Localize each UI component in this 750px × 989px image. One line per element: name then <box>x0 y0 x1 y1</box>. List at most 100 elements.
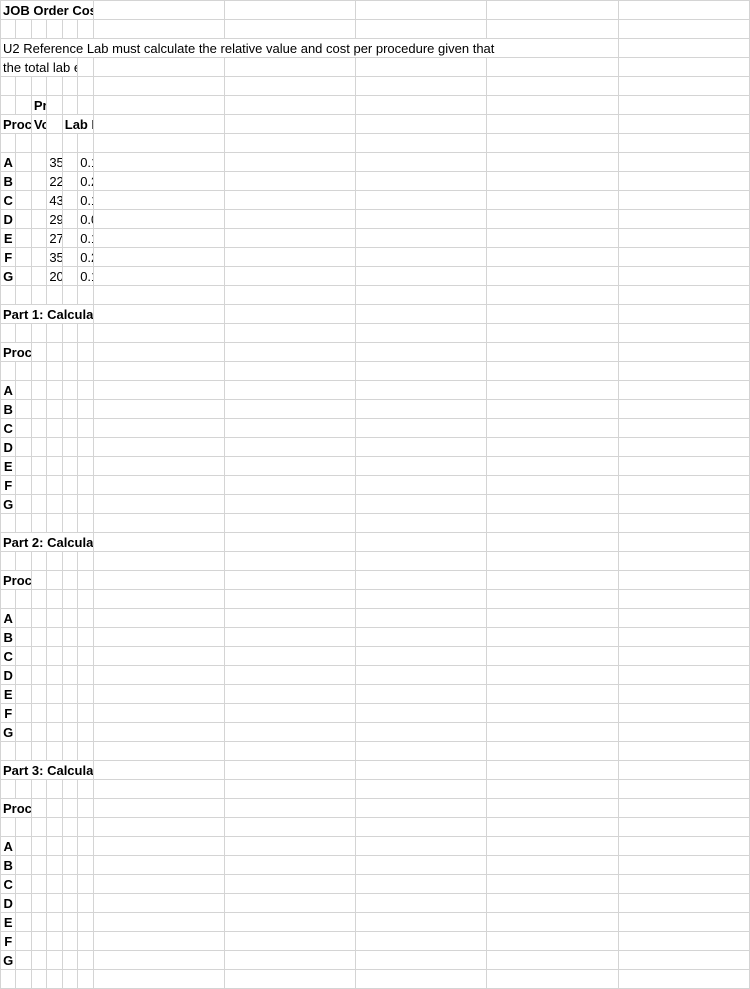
cell[interactable] <box>356 96 487 115</box>
cell[interactable] <box>31 191 46 210</box>
cell[interactable] <box>618 647 749 666</box>
cell[interactable]: E <box>1 913 16 932</box>
cell[interactable]: Volume <box>31 115 46 134</box>
cell[interactable] <box>93 457 224 476</box>
cell[interactable] <box>47 913 62 932</box>
cell[interactable] <box>618 153 749 172</box>
cell[interactable]: A <box>1 381 16 400</box>
cell[interactable] <box>62 932 77 951</box>
cell[interactable] <box>487 476 618 495</box>
cell[interactable]: Part 1: Calculate the Relative Value Uni… <box>1 305 94 324</box>
cell[interactable] <box>62 742 77 761</box>
cell[interactable] <box>224 552 355 571</box>
cell[interactable]: 0.25 <box>78 248 93 267</box>
cell[interactable] <box>487 799 618 818</box>
cell[interactable] <box>487 96 618 115</box>
cell[interactable] <box>16 457 31 476</box>
cell[interactable] <box>1 780 16 799</box>
cell[interactable]: F <box>1 476 16 495</box>
cell[interactable] <box>224 723 355 742</box>
cell[interactable] <box>31 267 46 286</box>
cell[interactable] <box>93 761 224 780</box>
cell[interactable]: C <box>1 191 16 210</box>
cell[interactable] <box>487 742 618 761</box>
cell[interactable] <box>487 723 618 742</box>
cell[interactable] <box>356 894 487 913</box>
cell[interactable] <box>93 533 224 552</box>
cell[interactable] <box>618 1 749 20</box>
cell[interactable] <box>47 343 62 362</box>
cell[interactable] <box>47 742 62 761</box>
cell[interactable] <box>1 552 16 571</box>
cell[interactable] <box>618 58 749 77</box>
cell[interactable] <box>47 932 62 951</box>
cell[interactable] <box>93 419 224 438</box>
cell[interactable]: F <box>1 704 16 723</box>
cell[interactable] <box>618 704 749 723</box>
cell[interactable] <box>487 191 618 210</box>
cell[interactable] <box>31 951 46 970</box>
cell[interactable] <box>62 628 77 647</box>
cell[interactable] <box>618 457 749 476</box>
cell[interactable] <box>224 932 355 951</box>
cell[interactable] <box>16 77 31 96</box>
cell[interactable] <box>224 248 355 267</box>
cell[interactable] <box>16 780 31 799</box>
cell[interactable] <box>62 704 77 723</box>
cell[interactable]: 2900 <box>47 210 62 229</box>
cell[interactable] <box>62 780 77 799</box>
cell[interactable] <box>356 476 487 495</box>
cell[interactable] <box>62 248 77 267</box>
cell[interactable] <box>224 400 355 419</box>
cell[interactable] <box>78 685 93 704</box>
cell[interactable] <box>224 134 355 153</box>
cell[interactable] <box>62 495 77 514</box>
cell[interactable] <box>487 495 618 514</box>
cell[interactable] <box>93 552 224 571</box>
cell[interactable]: 2700 <box>47 229 62 248</box>
cell[interactable] <box>618 381 749 400</box>
cell[interactable] <box>356 457 487 476</box>
cell[interactable] <box>487 324 618 343</box>
cell[interactable] <box>356 229 487 248</box>
cell[interactable] <box>93 837 224 856</box>
cell[interactable] <box>618 115 749 134</box>
cell[interactable]: 0.15 <box>78 229 93 248</box>
cell[interactable] <box>224 590 355 609</box>
cell[interactable] <box>16 685 31 704</box>
cell[interactable] <box>618 533 749 552</box>
cell[interactable] <box>224 324 355 343</box>
cell[interactable] <box>62 77 77 96</box>
cell[interactable] <box>618 666 749 685</box>
cell[interactable] <box>93 856 224 875</box>
cell[interactable] <box>16 286 31 305</box>
cell[interactable] <box>31 913 46 932</box>
cell[interactable]: D <box>1 210 16 229</box>
cell[interactable] <box>487 20 618 39</box>
cell[interactable] <box>16 96 31 115</box>
cell[interactable] <box>618 20 749 39</box>
cell[interactable] <box>618 552 749 571</box>
cell[interactable] <box>487 761 618 780</box>
cell[interactable] <box>31 742 46 761</box>
cell[interactable] <box>62 913 77 932</box>
cell[interactable] <box>356 913 487 932</box>
cell[interactable] <box>16 856 31 875</box>
cell[interactable] <box>224 780 355 799</box>
cell[interactable] <box>487 780 618 799</box>
cell[interactable] <box>487 970 618 989</box>
cell[interactable] <box>487 894 618 913</box>
cell[interactable]: G <box>1 723 16 742</box>
cell[interactable] <box>356 58 487 77</box>
cell[interactable] <box>487 134 618 153</box>
cell[interactable] <box>224 286 355 305</box>
cell[interactable] <box>356 153 487 172</box>
cell[interactable] <box>618 362 749 381</box>
cell[interactable] <box>93 96 224 115</box>
cell[interactable] <box>78 590 93 609</box>
cell[interactable] <box>224 476 355 495</box>
cell[interactable]: G <box>1 495 16 514</box>
cell[interactable] <box>618 837 749 856</box>
cell[interactable] <box>618 761 749 780</box>
cell[interactable] <box>16 894 31 913</box>
